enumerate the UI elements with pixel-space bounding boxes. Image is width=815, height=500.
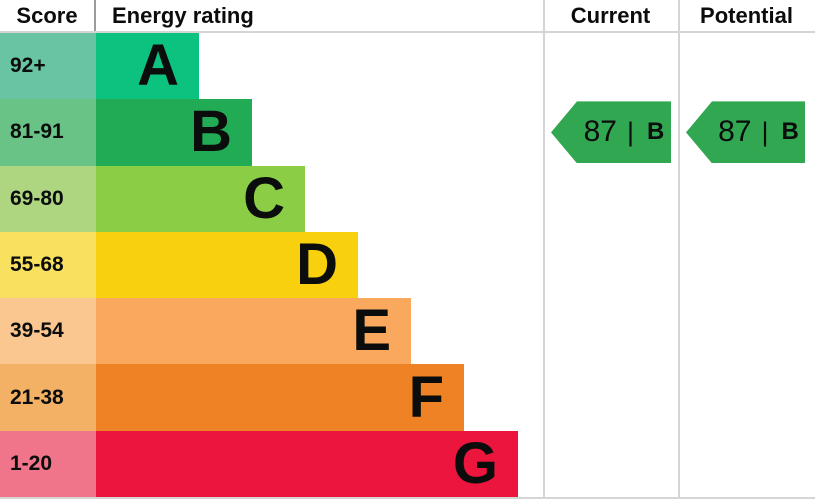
band-letter: B xyxy=(190,99,232,165)
header-score: Score xyxy=(0,0,96,31)
band-letter: F xyxy=(408,364,444,430)
band-row: 55-68 D xyxy=(0,231,815,299)
potential-column-divider xyxy=(678,0,680,499)
header-potential: Potential xyxy=(700,3,793,28)
table-header: Score Energy rating Current Potential xyxy=(0,0,815,33)
band-score-range-cell: 92+ xyxy=(0,33,96,100)
band-score-range: 1-20 xyxy=(10,451,53,475)
band-rows: 92+ A 81-91 B 69-80 C 55-68 xyxy=(0,33,815,497)
band-bar: B xyxy=(96,99,252,166)
band-score-range: 55-68 xyxy=(10,252,64,276)
band-score-range: 39-54 xyxy=(10,319,64,343)
potential-grade: B xyxy=(781,118,799,146)
band-bar: E xyxy=(96,298,411,365)
band-letter: E xyxy=(352,298,391,364)
band-row: 1-20 G xyxy=(0,430,815,497)
band-bar: F xyxy=(96,364,464,431)
band-bar: D xyxy=(96,231,358,299)
current-score: 87 xyxy=(583,115,617,149)
potential-score: 87 xyxy=(718,115,752,149)
band-letter: A xyxy=(137,33,179,99)
band-score-range-cell: 1-20 xyxy=(0,430,96,497)
score-grade-separator: | xyxy=(761,116,769,147)
band-score-range-cell: 55-68 xyxy=(0,231,96,299)
potential-rating-arrow: 87 | B xyxy=(686,101,805,164)
band-bar: C xyxy=(96,165,305,232)
band-score-range: 69-80 xyxy=(10,186,64,210)
band-letter: C xyxy=(243,165,285,231)
band-row: 69-80 C xyxy=(0,165,815,232)
bottom-border xyxy=(0,497,815,499)
score-grade-separator: | xyxy=(627,116,635,147)
band-bar: A xyxy=(96,33,199,100)
band-row: 21-38 F xyxy=(0,364,815,431)
band-row: 39-54 E xyxy=(0,298,815,365)
band-score-range: 21-38 xyxy=(10,385,64,409)
current-rating-arrow: 87 | B xyxy=(551,101,671,164)
band-score-range-cell: 81-91 xyxy=(0,99,96,166)
band-letter: G xyxy=(452,430,498,496)
header-current: Current xyxy=(570,3,651,28)
band-score-range-cell: 21-38 xyxy=(0,364,96,431)
header-energy-rating: Energy rating xyxy=(112,3,254,28)
band-bar: G xyxy=(96,430,518,497)
band-score-range-cell: 69-80 xyxy=(0,165,96,232)
band-score-range: 92+ xyxy=(10,54,46,78)
current-column-divider xyxy=(543,0,545,499)
band-row: 81-91 B xyxy=(0,99,815,166)
band-score-range: 81-91 xyxy=(10,120,64,144)
band-score-range-cell: 39-54 xyxy=(0,298,96,365)
current-grade: B xyxy=(647,118,665,146)
band-letter: D xyxy=(296,231,338,297)
band-row: 92+ A xyxy=(0,33,815,100)
